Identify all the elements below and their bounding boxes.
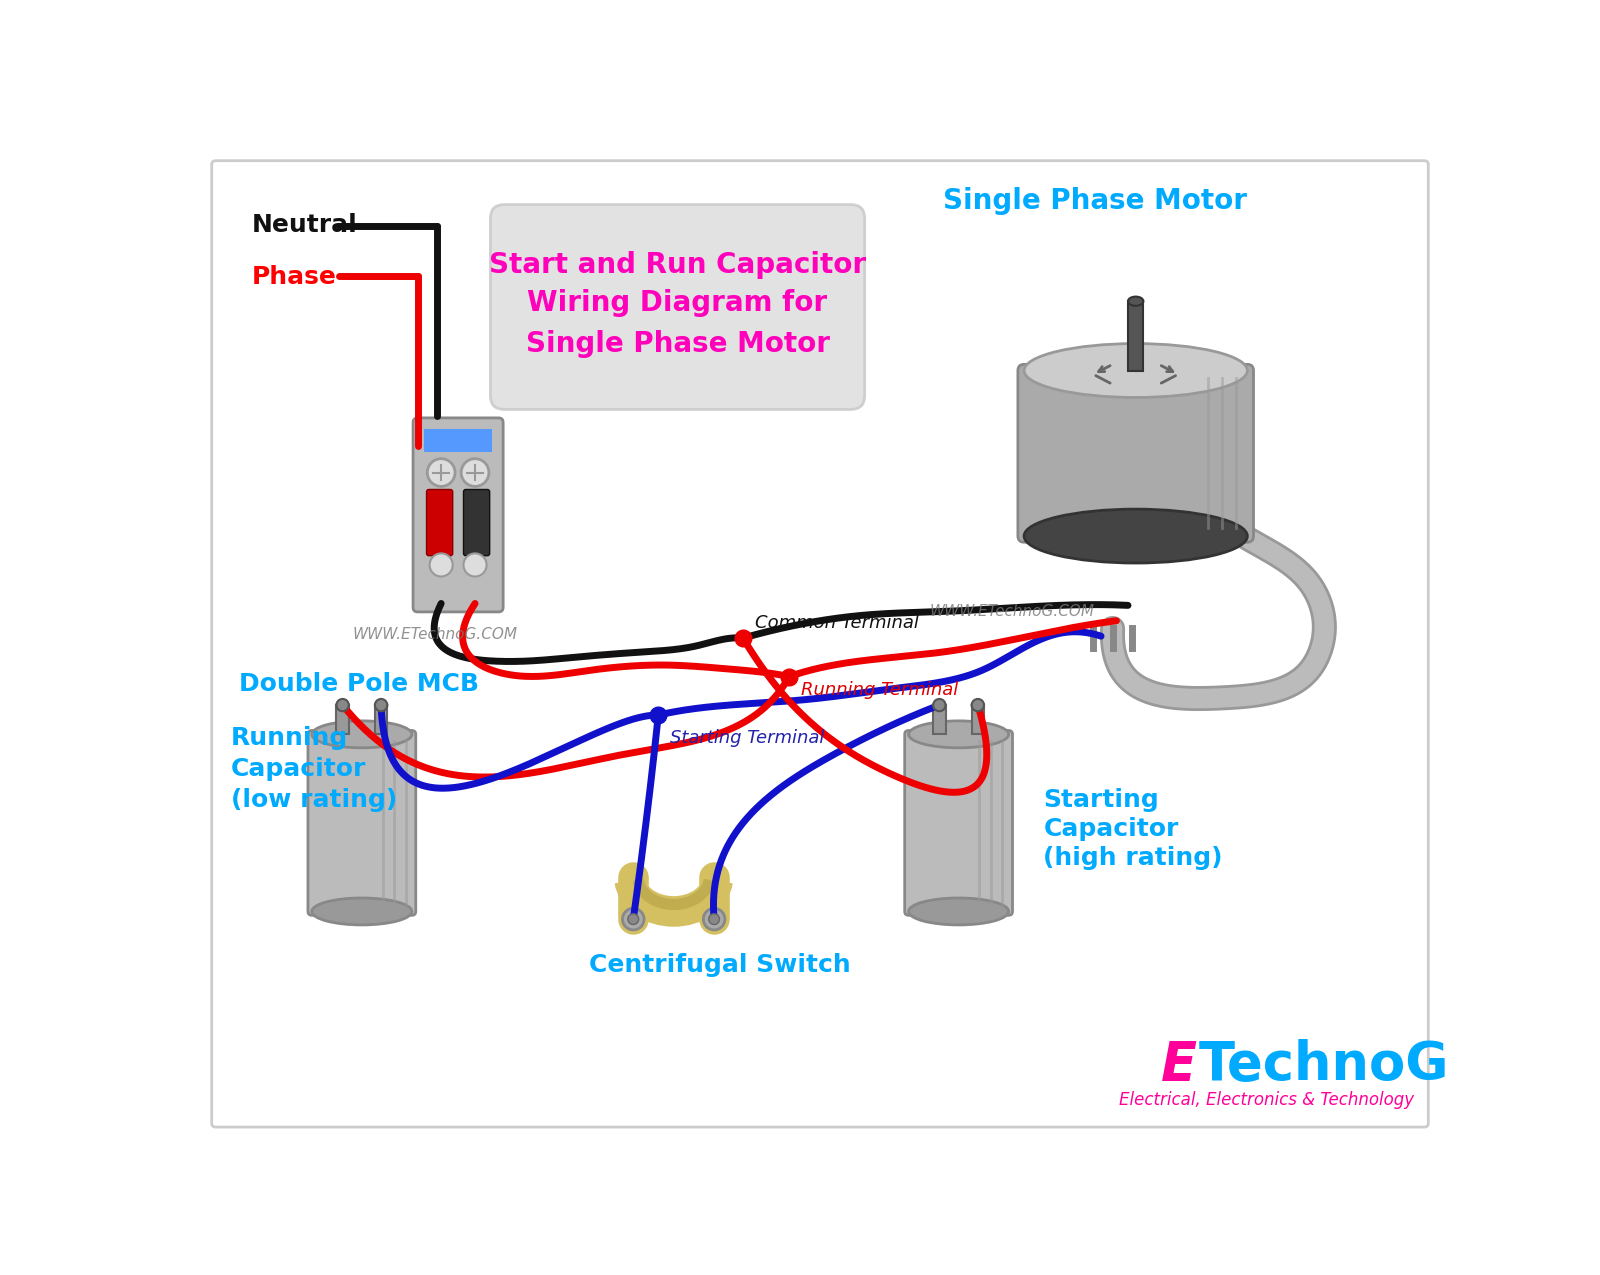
Text: E: E xyxy=(1162,1039,1197,1091)
FancyBboxPatch shape xyxy=(491,204,864,409)
Ellipse shape xyxy=(1128,297,1144,306)
Text: Start and Run Capacitor: Start and Run Capacitor xyxy=(490,251,866,279)
Text: Capacitor: Capacitor xyxy=(230,757,366,782)
Circle shape xyxy=(933,699,946,711)
Circle shape xyxy=(374,699,387,711)
Ellipse shape xyxy=(1024,509,1248,564)
Text: Single Phase Motor: Single Phase Motor xyxy=(944,186,1248,214)
Text: Phase: Phase xyxy=(251,265,336,289)
Ellipse shape xyxy=(909,898,1008,924)
Circle shape xyxy=(430,553,453,576)
FancyBboxPatch shape xyxy=(427,490,453,556)
Text: Running Terminal: Running Terminal xyxy=(800,681,958,700)
Bar xyxy=(971,705,984,734)
FancyBboxPatch shape xyxy=(307,731,416,915)
Text: (high rating): (high rating) xyxy=(1043,847,1222,871)
Circle shape xyxy=(709,914,720,924)
FancyBboxPatch shape xyxy=(413,418,502,612)
Text: Double Pole MCB: Double Pole MCB xyxy=(238,672,478,696)
FancyBboxPatch shape xyxy=(1018,365,1253,542)
Circle shape xyxy=(627,914,638,924)
Text: Centrifugal Switch: Centrifugal Switch xyxy=(589,954,851,978)
Circle shape xyxy=(622,908,645,929)
Text: Single Phase Motor: Single Phase Motor xyxy=(525,330,829,358)
Text: Running: Running xyxy=(230,727,349,750)
Text: TechnoG: TechnoG xyxy=(1198,1039,1450,1091)
Circle shape xyxy=(971,699,984,711)
Ellipse shape xyxy=(971,701,984,709)
Text: Common Terminal: Common Terminal xyxy=(755,613,918,631)
Bar xyxy=(1128,301,1144,371)
FancyBboxPatch shape xyxy=(211,161,1429,1127)
FancyBboxPatch shape xyxy=(904,731,1013,915)
Ellipse shape xyxy=(909,720,1008,748)
Circle shape xyxy=(704,908,725,929)
Text: (low rating): (low rating) xyxy=(230,788,397,812)
Bar xyxy=(424,428,493,451)
Circle shape xyxy=(464,553,486,576)
Text: Capacitor: Capacitor xyxy=(1043,817,1179,842)
Ellipse shape xyxy=(336,701,349,709)
Circle shape xyxy=(461,459,490,486)
Bar xyxy=(933,705,946,734)
Text: Neutral: Neutral xyxy=(251,213,357,237)
Text: Wiring Diagram for: Wiring Diagram for xyxy=(528,289,827,317)
Text: Electrical, Electronics & Technology: Electrical, Electronics & Technology xyxy=(1118,1091,1414,1109)
Ellipse shape xyxy=(933,701,946,709)
Ellipse shape xyxy=(374,701,387,709)
Text: Starting: Starting xyxy=(1043,788,1158,812)
Circle shape xyxy=(427,459,454,486)
Circle shape xyxy=(336,699,349,711)
Ellipse shape xyxy=(312,898,411,924)
Text: WWW.ETechnoG.COM: WWW.ETechnoG.COM xyxy=(352,627,517,641)
Ellipse shape xyxy=(1024,343,1248,398)
FancyBboxPatch shape xyxy=(464,490,490,556)
Text: WWW.ETechnoG.COM: WWW.ETechnoG.COM xyxy=(930,603,1094,618)
Ellipse shape xyxy=(312,720,411,748)
Text: Starting Terminal: Starting Terminal xyxy=(670,729,824,747)
Bar xyxy=(336,705,349,734)
Bar xyxy=(374,705,387,734)
